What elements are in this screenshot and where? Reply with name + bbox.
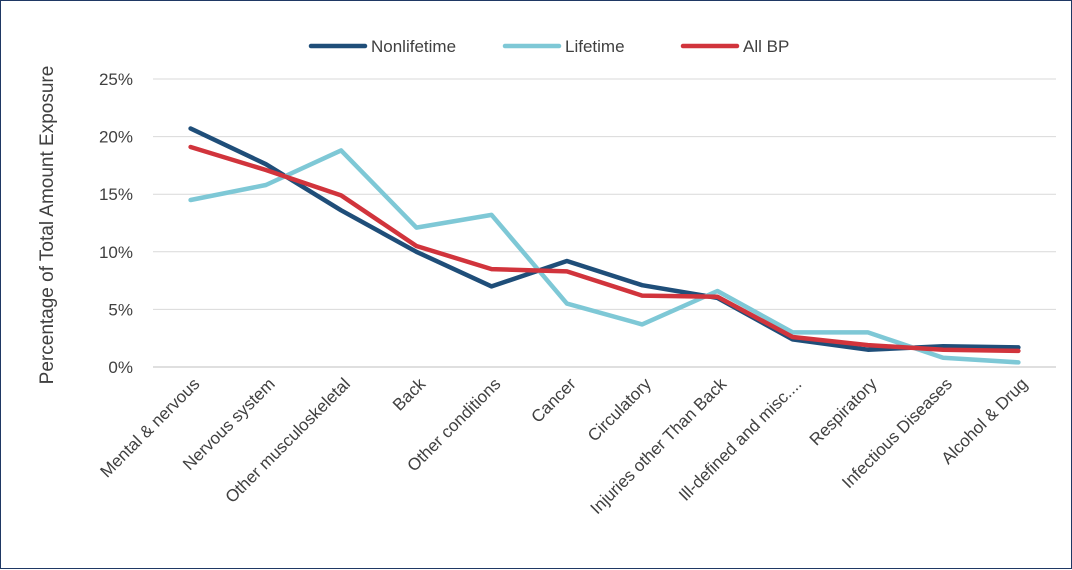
y-axis-label: Percentage of Total Amount Exposure [37, 66, 58, 385]
y-tick-label: 20% [99, 128, 133, 147]
series-lines [188, 126, 1021, 365]
x-tick-label: Back [389, 374, 430, 415]
legend: Nonlifetime Lifetime All BP [308, 37, 789, 56]
y-tick-label: 0% [108, 358, 133, 377]
x-tick-label: Circulatory [584, 374, 655, 445]
gridlines [153, 78, 1056, 368]
series-line-lifetime [188, 148, 1021, 365]
series-line-nonlifetime [188, 126, 1021, 352]
legend-label: Nonlifetime [371, 37, 456, 56]
x-tick-label: Respiratory [806, 374, 881, 449]
y-tick-label: 5% [108, 300, 133, 319]
y-tick-labels: 0% 5% 10% 15% 20% 25% [99, 70, 133, 377]
legend-label: All BP [743, 37, 789, 56]
x-tick-label: Other musculoskeletal [222, 374, 354, 506]
y-tick-label: 25% [99, 70, 133, 89]
x-tick-label: Cancer [528, 374, 580, 426]
x-tick-label: Injuries other Than Back [587, 374, 731, 518]
legend-label: Lifetime [565, 37, 625, 56]
series-line-all-bp [188, 144, 1021, 354]
x-tick-label: Ill-defined and misc.... [675, 374, 805, 504]
y-tick-label: 15% [99, 185, 133, 204]
y-tick-label: 10% [99, 243, 133, 262]
